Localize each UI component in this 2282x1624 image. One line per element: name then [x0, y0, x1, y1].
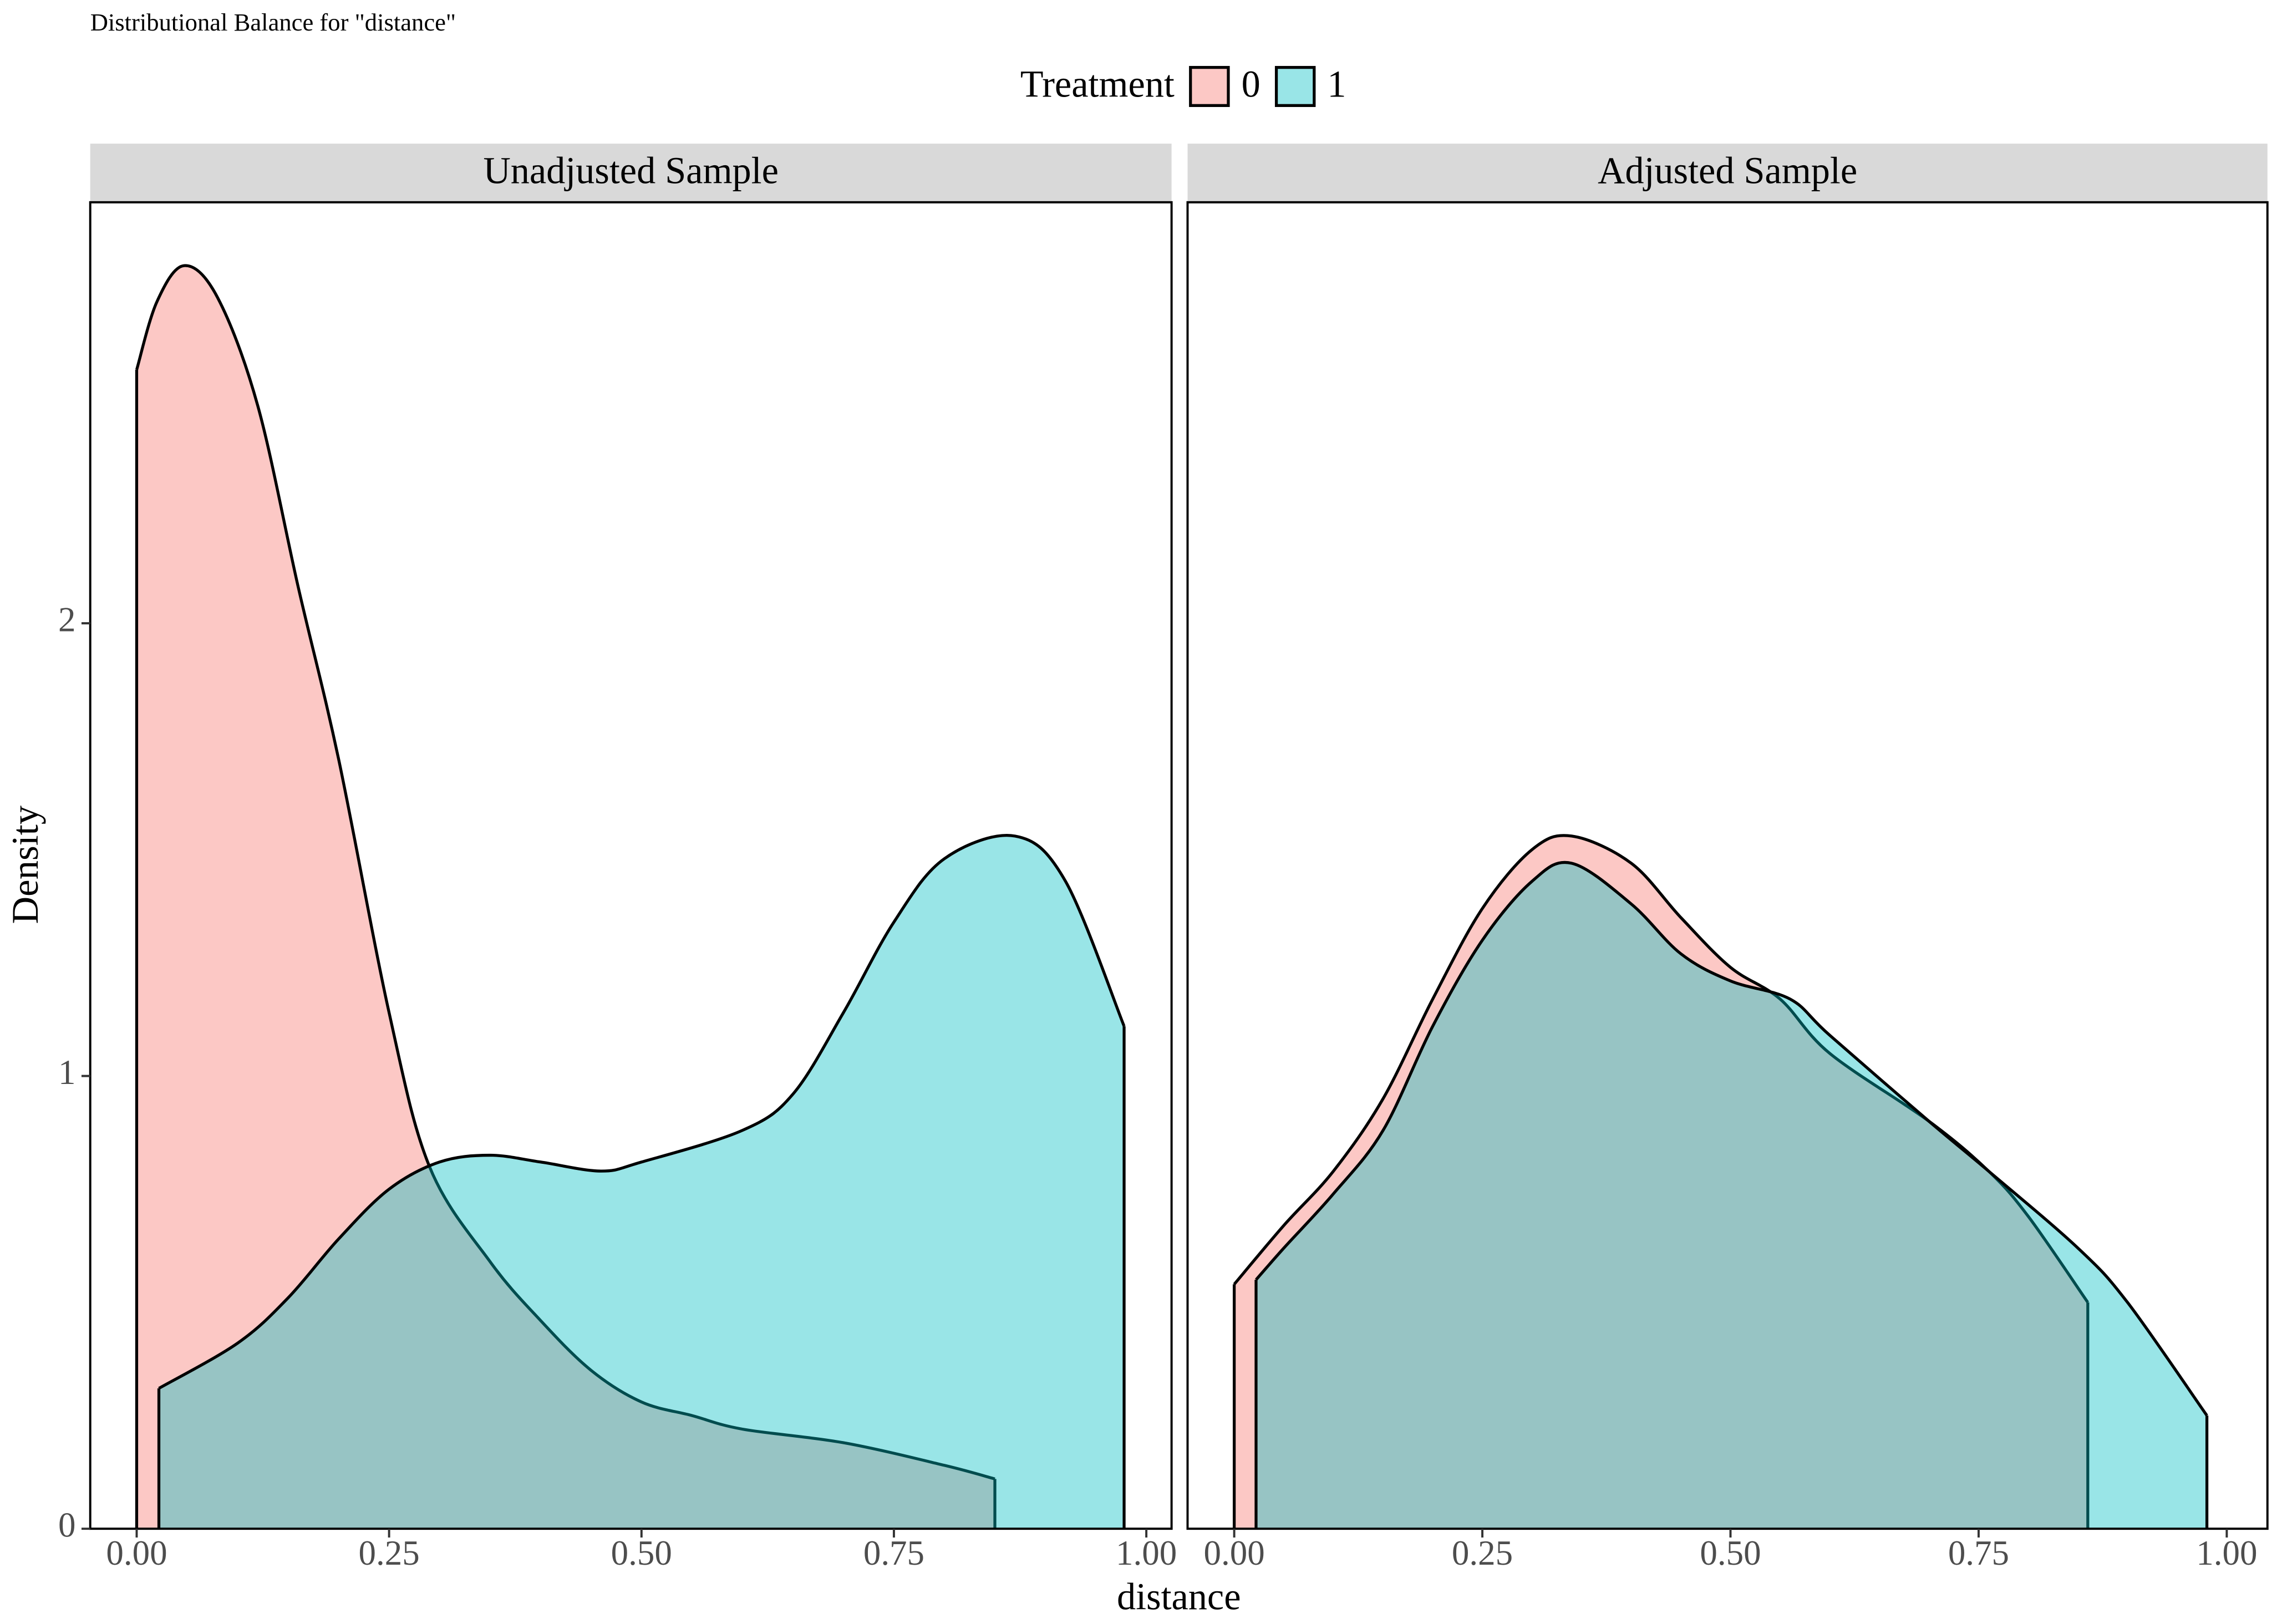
y-tick-label: 0: [58, 1506, 75, 1545]
density-line: [1255, 861, 2208, 1417]
panel-border: [1186, 201, 2269, 1530]
x-axis-label: distance: [1117, 1575, 1241, 1617]
x-tick-label: 0.50: [1700, 1534, 1761, 1572]
chart-title: Distributional Balance for "distance": [90, 8, 456, 36]
strip: [90, 144, 1172, 202]
area-fill: [1234, 835, 2088, 1529]
x-tick-label: 1.00: [2196, 1534, 2257, 1572]
x-tick-label: 0.75: [863, 1534, 924, 1572]
x-tick-label: 0.50: [611, 1534, 672, 1572]
area-fill: [159, 835, 1125, 1529]
area-fill: [136, 266, 995, 1529]
legend-swatch: [1274, 65, 1316, 107]
area-fill: [1256, 862, 2207, 1529]
legend-label: 0: [1242, 63, 1261, 105]
y-tick-label: 1: [58, 1053, 75, 1092]
x-tick-label: 0.25: [359, 1534, 420, 1572]
y-axis-label: Density: [4, 806, 46, 924]
density-line: [135, 264, 995, 1480]
panel-title: Unadjusted Sample: [483, 149, 778, 191]
strip: [1187, 144, 2268, 202]
legend-title: Treatment: [1020, 63, 1175, 105]
density-line: [158, 834, 1126, 1390]
legend-swatch: [1189, 65, 1230, 107]
x-tick-label: 0.00: [1203, 1534, 1264, 1572]
panel-title: Adjusted Sample: [1598, 149, 1857, 191]
x-tick-label: 0.00: [106, 1534, 167, 1572]
panel-border: [89, 201, 1173, 1530]
x-tick-label: 0.25: [1452, 1534, 1513, 1572]
x-tick-label: 1.00: [1116, 1534, 1177, 1572]
legend-label: 1: [1327, 63, 1346, 105]
y-tick-label: 2: [58, 600, 75, 639]
x-tick-label: 0.75: [1948, 1534, 2009, 1572]
